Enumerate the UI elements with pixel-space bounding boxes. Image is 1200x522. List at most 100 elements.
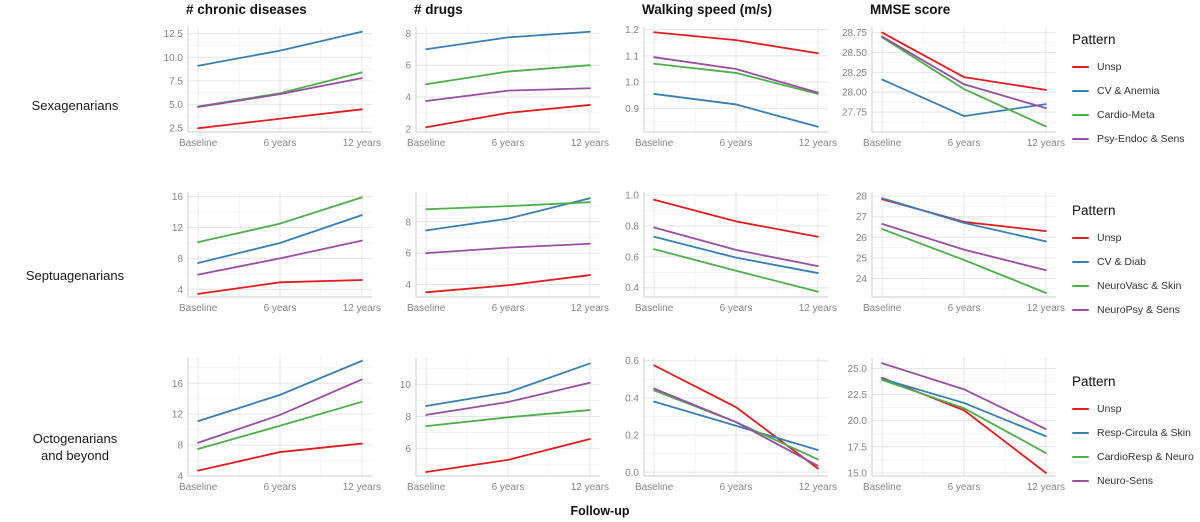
series-line-cardioresp-neuro [197,400,363,450]
x-tick-label: 6 years [264,138,297,149]
legend-line-swatch [1072,260,1089,264]
series-line-neuro-sens [881,362,1047,430]
series-line-neuropsy-sens [881,223,1047,272]
y-tick-label: 1.0 [625,78,639,89]
column-title-chronic-diseases: # chronic diseases [186,2,307,17]
legend-line-swatch [1072,407,1089,411]
series-line-neurovasc-skin [425,201,591,211]
series-line-unsp [653,31,819,55]
y-tick-label: 28.75 [842,28,867,39]
panel-sexagenarians-drugs: # drugs 2 4 6 8 Baseline 6 years 12 years [378,2,609,150]
x-tick-label: 12 years [571,303,609,314]
y-tick-label: 28.00 [842,88,867,99]
y-tick-label: 6 [405,61,411,72]
x-tick-label: 6 years [720,482,753,493]
legend-entry: CV & Anemia [1072,79,1198,103]
panel-sexagenarians-chronic-diseases: # chronic diseases 2.5 5.0 7.5 10.0 12.5 Base… [150,2,382,150]
row-label-text: Octogenarians [32,431,118,446]
y-tick-label: 10.0 [164,53,184,64]
row-label-sexagenarians: Sexagenarians [0,2,150,114]
line-chart: 15.0 17.5 20.0 22.5 25.0 Baseline 6 years 12 ye… [848,357,1065,493]
x-tick-label: Baseline [863,482,902,493]
series-line-unsp [425,104,591,129]
y-tick-label: 0.0 [625,468,639,479]
series-line-unsp [653,198,819,238]
y-tick-label: 20.0 [848,416,868,427]
series-line-neurovasc-skin [197,196,363,244]
x-tick-label: Baseline [407,303,446,314]
x-tick-label: 12 years [571,138,609,149]
y-tick-label: 8 [405,29,411,40]
x-tick-label: 6 years [948,138,981,149]
series-line-unsp [425,438,591,473]
y-tick-label: 28.25 [842,68,867,79]
series-line-neuropsy-sens [653,226,819,268]
legend-line-swatch [1072,431,1089,435]
series-line-neuro-sens [425,381,591,416]
y-tick-label: 28 [856,192,868,203]
x-tick-label: Baseline [863,303,902,314]
y-tick-label: 26 [856,233,868,244]
x-tick-label: 12 years [343,138,381,149]
y-tick-label: 1.0 [625,191,639,202]
x-tick-label: 12 years [799,482,837,493]
y-tick-label: 7.5 [169,76,183,87]
x-tick-label: 6 years [492,138,525,149]
y-tick-label: 8 [177,254,183,265]
legend-septuagenarians: Pattern Unsp CV & Diab NeuroVasc & Skin … [1062,187,1198,322]
series-line-cardioresp-neuro [425,409,591,428]
y-tick-label: 12 [172,410,184,421]
series-line-cv-anemia [653,93,819,128]
legend-label: Unsp [1097,403,1122,415]
x-tick-label: 6 years [720,138,753,149]
line-chart: 24 25 26 27 28 Baseline 6 years 12 years [856,192,1065,314]
panel-septuagenarians-drugs: 4 6 8 Baseline 6 years 12 years [378,187,609,315]
legend-line-swatch [1072,479,1089,483]
series-line-resp-circula-skin [881,378,1047,438]
column-title-mmse: MMSE score [870,2,951,17]
y-tick-label: 1.2 [625,25,639,36]
y-tick-label: 4 [405,93,411,104]
y-tick-label: 17.5 [848,442,868,453]
series-line-unsp [425,274,591,294]
legend-entry: NeuroPsy & Sens [1072,298,1198,322]
y-tick-label: 8 [405,412,411,423]
series-line-unsp [653,364,819,470]
legend-entry: Unsp [1072,55,1198,79]
row-label-text-line2: and beyond [41,448,109,463]
x-tick-label: Baseline [179,482,218,493]
series-line-psy-endoc-sens [197,77,363,108]
x-tick-label: 6 years [492,482,525,493]
y-tick-label: 4 [405,280,411,291]
y-tick-label: 16 [172,379,184,390]
series-line-psy-endoc-sens [881,35,1047,110]
y-tick-label: 8 [405,217,411,228]
x-tick-label: 6 years [948,482,981,493]
legend-entry: Psy-Endoc & Sens [1072,127,1198,151]
y-tick-label: 5.0 [169,100,183,111]
x-tick-label: Baseline [635,482,674,493]
legend-line-swatch [1072,236,1089,240]
row-label-septuagenarians: Septuagenarians [0,187,150,284]
legend-line-swatch [1072,455,1089,459]
line-chart: 2 4 6 8 Baseline 6 years 12 years [405,27,609,149]
legend-entry: Unsp [1072,226,1198,250]
y-tick-label: 10 [400,380,412,391]
legend-line-swatch [1072,284,1089,288]
facet-row-sexagenarians: Sexagenarians # chronic diseases 2.5 5.0 7… [0,2,1200,151]
legend-octogenarians: Pattern Unsp Resp-Circula & Skin CardioR… [1062,352,1198,493]
legend-entry: Cardio-Meta [1072,103,1198,127]
series-line-cardio-meta [881,36,1047,128]
legend-line-swatch [1072,89,1089,93]
legend-line-swatch [1072,113,1089,117]
x-tick-label: 12 years [799,138,837,149]
x-tick-label: 12 years [1027,303,1065,314]
legend-entry: NeuroVasc & Skin [1072,274,1198,298]
y-tick-label: 16 [172,192,184,203]
column-title-walking-speed: Walking speed (m/s) [642,2,773,17]
x-tick-label: Baseline [179,303,218,314]
series-line-cv-diab [653,235,819,274]
legend-line-swatch [1072,308,1089,312]
legend-entry: Neuro-Sens [1072,469,1198,493]
